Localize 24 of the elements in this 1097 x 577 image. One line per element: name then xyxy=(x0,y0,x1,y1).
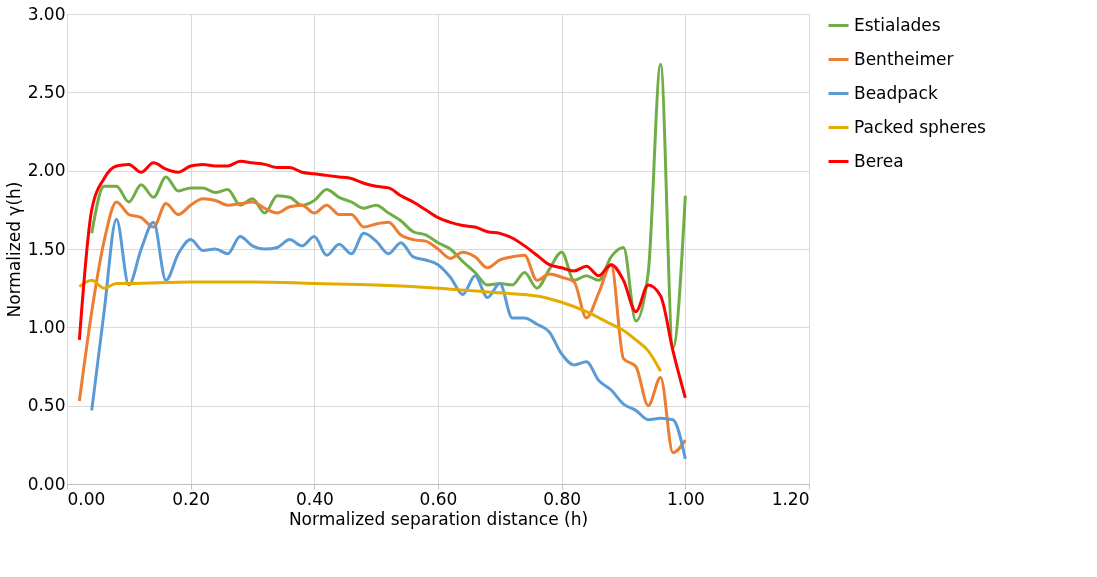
x-tick-label: 1.20 xyxy=(771,488,810,509)
x-tick-label: 0.20 xyxy=(172,488,211,509)
y-axis-title: Normalized γ(h) xyxy=(3,181,24,318)
y-tick-label: 2.00 xyxy=(27,160,66,181)
x-axis-title: Normalized separation distance (h) xyxy=(288,508,589,529)
legend-label: Beadpack xyxy=(854,82,938,103)
y-tick-label: 3.00 xyxy=(27,3,66,24)
y-tick-label: 1.50 xyxy=(27,238,66,259)
x-tick-label: 1.00 xyxy=(666,488,705,509)
x-tick-label: 0.40 xyxy=(295,488,334,509)
legend-label: Estialades xyxy=(854,14,941,35)
line-series xyxy=(90,62,687,350)
legend-label: Berea xyxy=(854,150,904,171)
y-tick-label: 2.50 xyxy=(27,81,66,102)
x-tick-label: 0.60 xyxy=(419,488,458,509)
y-tick-label: 0.00 xyxy=(27,473,66,494)
line-series xyxy=(77,159,687,400)
line-series xyxy=(77,278,663,373)
x-tick-label: 0.00 xyxy=(67,488,106,509)
legend-label: Packed spheres xyxy=(854,116,987,137)
x-tick-label: 0.80 xyxy=(543,488,582,509)
y-tick-label: 1.00 xyxy=(27,316,66,337)
legend-label: Bentheimer xyxy=(854,48,954,69)
y-tick-label: 0.50 xyxy=(27,395,66,416)
